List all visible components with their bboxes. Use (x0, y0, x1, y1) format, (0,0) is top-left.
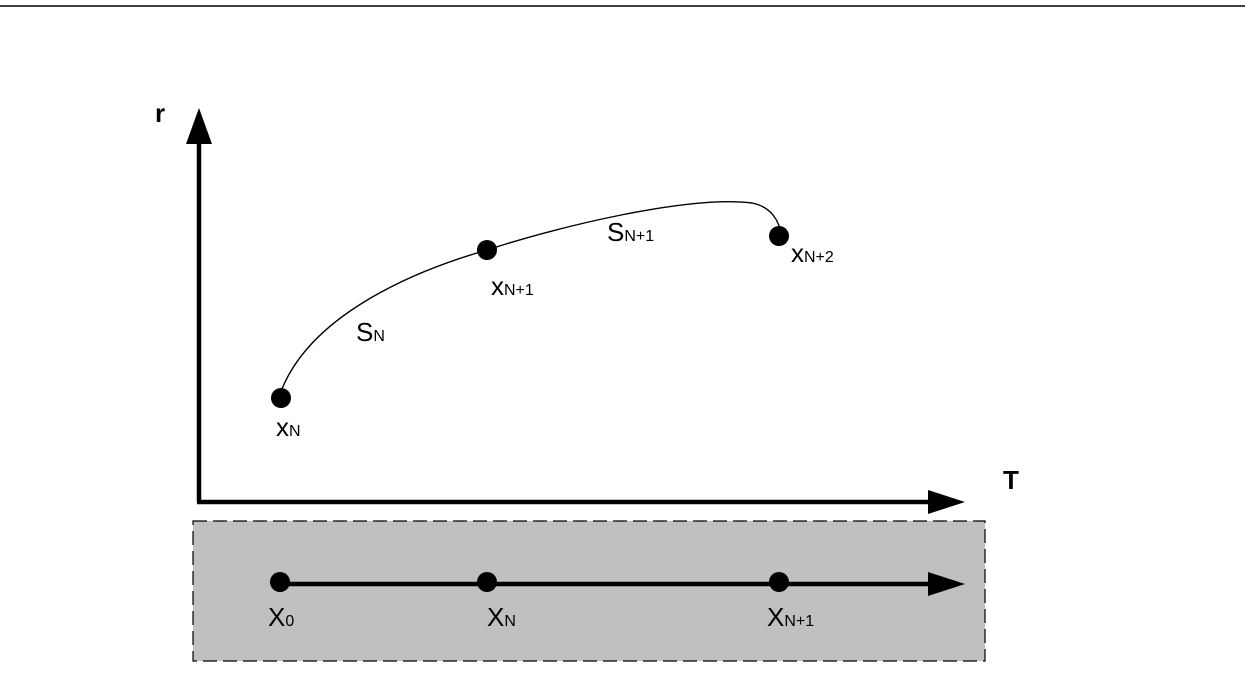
label-subscript: 0 (285, 613, 294, 630)
horizontal-axis-label: T (1003, 465, 1019, 495)
label-subscript: N (289, 423, 301, 440)
trajectory-curve (281, 201, 782, 390)
trajectory-point-xn2 (769, 226, 789, 246)
segment-label: SN+1 (607, 217, 654, 247)
label-subscript: N+1 (784, 613, 814, 630)
trajectory-point-label: xN+1 (491, 271, 534, 301)
label-main: x (276, 412, 289, 442)
timeline-point-xn (477, 572, 497, 592)
label-main: x (791, 238, 804, 268)
trajectory-point-label: xN+2 (791, 238, 834, 268)
timeline-point-label: XN (487, 602, 516, 632)
segment-label: SN (356, 317, 385, 347)
timeline-point-x0 (270, 572, 290, 592)
trajectory-point-label: xN (276, 412, 301, 442)
timeline-point-xn1 (769, 572, 789, 592)
horizontal-axis-arrowhead (928, 490, 965, 514)
trajectory-point-xn (271, 388, 291, 408)
vertical-axis-arrowhead (186, 108, 212, 144)
label-subscript: N (504, 613, 516, 630)
timeline-band (192, 520, 986, 662)
timeline-axis-arrowhead (928, 572, 965, 596)
label-main: X (767, 602, 784, 632)
timeline-point-label: XN+1 (767, 602, 814, 632)
label-subscript: N+2 (804, 249, 834, 266)
label-main: S (607, 217, 624, 247)
trajectory-point-xn1 (477, 240, 497, 260)
label-main: S (356, 317, 373, 347)
label-subscript: N+1 (504, 282, 534, 299)
label-subscript: N (373, 328, 385, 345)
label-main: x (491, 271, 504, 301)
label-main: X (487, 602, 504, 632)
label-main: X (268, 602, 285, 632)
vertical-axis-label: r (155, 98, 165, 128)
label-subscript: N+1 (624, 228, 654, 245)
timeline-point-label: X0 (268, 602, 294, 632)
